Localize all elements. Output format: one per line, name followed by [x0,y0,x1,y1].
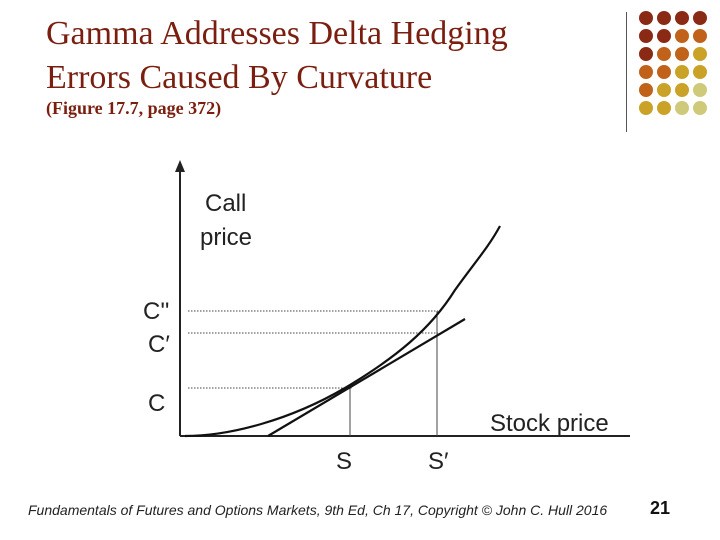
decorative-dot [657,47,671,61]
decorative-dot [675,83,689,97]
c-prime-label: C′ [148,331,170,358]
decorative-dot [675,65,689,79]
decorative-dot [693,47,707,61]
x-axis-label: Stock price [490,410,609,437]
y-axis-label-line-2: price [200,224,252,251]
decorative-dot [657,11,671,25]
copyright-footer: Fundamentals of Futures and Options Mark… [28,502,608,518]
decorative-dot [657,65,671,79]
y-axis-label-line-1: Call [205,190,246,217]
page-number: 21 [650,498,671,518]
decorative-dot [675,47,689,61]
decorative-dot [657,101,671,115]
slide-title-line-1: Gamma Addresses Delta Hedging [46,15,508,52]
decorative-dot [639,65,653,79]
decorative-dot [693,11,707,25]
decorative-dot [639,83,653,97]
decorative-dot [657,29,671,43]
y-axis-arrowhead [175,160,185,172]
c-label: C [148,390,165,417]
decorative-dot [693,65,707,79]
slide-title-line-2: Errors Caused By Curvature [46,59,433,96]
decorative-dot [657,83,671,97]
c-double-prime-label: C'' [143,298,170,325]
title-divider [626,12,627,132]
decorative-dot [675,101,689,115]
decorative-dot [639,47,653,61]
decorative-dot [639,101,653,115]
decorative-dot [639,11,653,25]
call-price-curve [184,225,501,438]
tangent-line [267,318,466,437]
decorative-dot [693,29,707,43]
s-prime-label: S′ [428,448,449,475]
slide-title: Gamma Addresses Delta Hedging Errors Cau… [46,12,508,100]
s-label: S [336,448,352,475]
decorative-dot [639,29,653,43]
figure-reference: (Figure 17.7, page 372) [46,98,222,118]
decorative-dot [693,101,707,115]
decorative-dot [693,83,707,97]
decorative-dot [675,29,689,43]
decorative-dot [675,11,689,25]
